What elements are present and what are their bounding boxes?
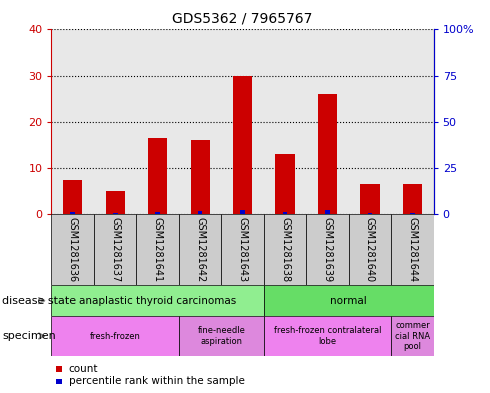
Bar	[51, 214, 94, 285]
Text: fine-needle
aspiration: fine-needle aspiration	[197, 326, 245, 346]
Bar	[136, 214, 179, 285]
Bar	[391, 214, 434, 285]
Text: GSM1281643: GSM1281643	[238, 217, 247, 282]
Text: fresh-frozen contralateral
lobe: fresh-frozen contralateral lobe	[274, 326, 381, 346]
Title: GDS5362 / 7965767: GDS5362 / 7965767	[172, 11, 313, 26]
Bar	[148, 138, 167, 214]
Bar	[155, 212, 160, 214]
Bar	[361, 184, 379, 214]
Bar	[264, 214, 306, 285]
Bar	[56, 366, 62, 372]
Text: fresh-frozen: fresh-frozen	[90, 332, 141, 340]
Text: GSM1281641: GSM1281641	[152, 217, 163, 282]
Bar	[63, 180, 82, 214]
Bar	[70, 212, 75, 214]
Text: percentile rank within the sample: percentile rank within the sample	[69, 376, 245, 386]
Text: disease state: disease state	[2, 296, 76, 306]
Bar	[240, 211, 245, 214]
Text: GSM1281638: GSM1281638	[280, 217, 290, 282]
Text: GSM1281639: GSM1281639	[322, 217, 333, 282]
Text: anaplastic thyroid carcinomas: anaplastic thyroid carcinomas	[79, 296, 236, 306]
Bar	[233, 75, 252, 214]
Text: GSM1281644: GSM1281644	[407, 217, 417, 282]
Bar	[410, 213, 415, 214]
Bar	[105, 191, 124, 214]
Bar	[51, 316, 179, 356]
Text: specimen: specimen	[2, 331, 56, 341]
Text: normal: normal	[330, 296, 367, 306]
Bar	[306, 214, 349, 285]
Text: GSM1281637: GSM1281637	[110, 217, 120, 282]
Bar	[349, 214, 391, 285]
Bar	[318, 94, 337, 214]
Bar	[56, 379, 62, 384]
Text: GSM1281636: GSM1281636	[68, 217, 78, 282]
Bar	[51, 285, 264, 316]
Bar	[197, 211, 202, 214]
Bar	[391, 316, 434, 356]
Text: commer
cial RNA
pool: commer cial RNA pool	[395, 321, 430, 351]
Bar	[264, 285, 434, 316]
Bar	[221, 214, 264, 285]
Bar	[283, 212, 288, 214]
Bar	[325, 209, 330, 214]
Bar	[403, 184, 422, 214]
Bar	[179, 214, 221, 285]
Text: count: count	[69, 364, 98, 374]
Bar	[191, 140, 210, 214]
Bar	[179, 316, 264, 356]
Text: GSM1281642: GSM1281642	[195, 217, 205, 282]
Bar	[264, 316, 391, 356]
Bar	[113, 213, 118, 214]
Bar	[275, 154, 294, 214]
Text: GSM1281640: GSM1281640	[365, 217, 375, 282]
Bar	[368, 213, 372, 214]
Bar	[94, 214, 136, 285]
